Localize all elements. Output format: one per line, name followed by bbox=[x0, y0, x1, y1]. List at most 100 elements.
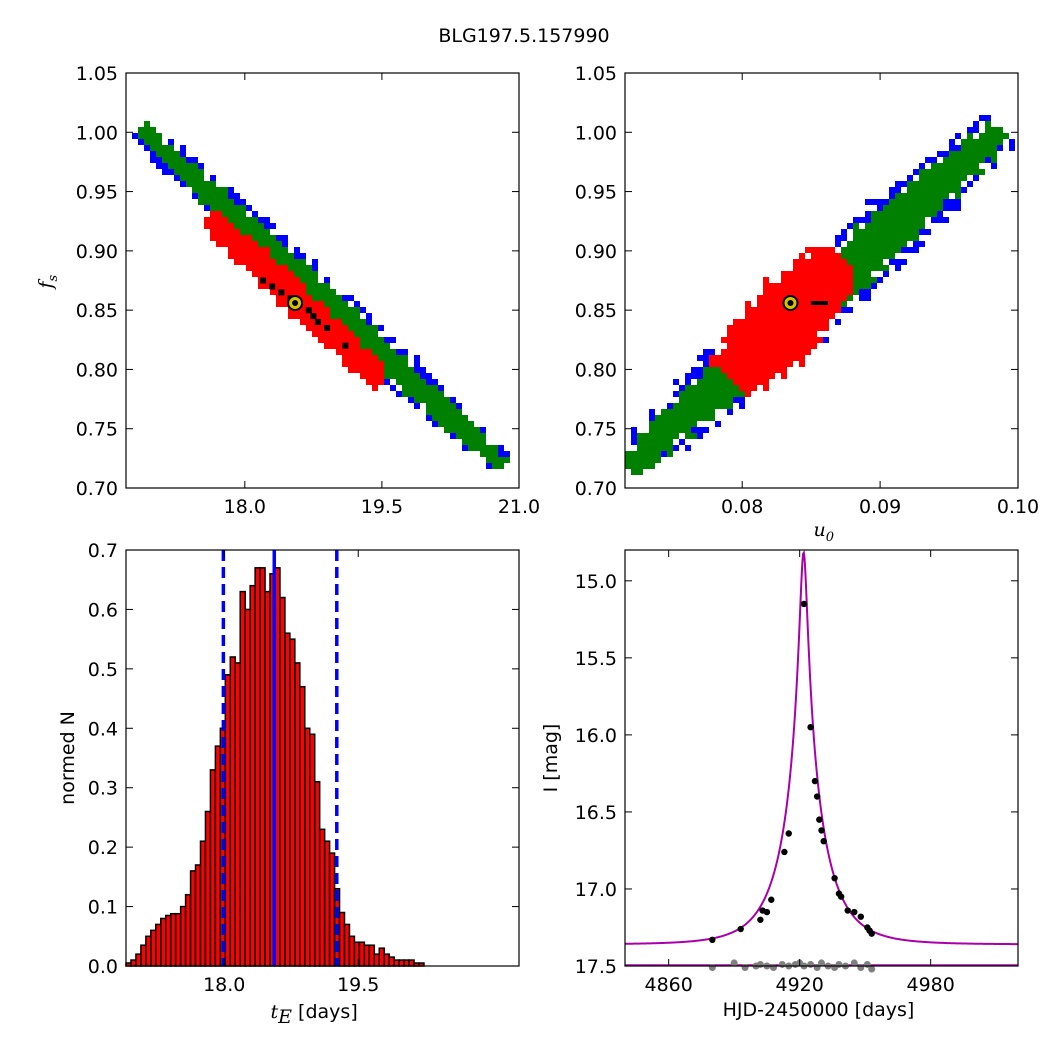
p2-cell bbox=[745, 325, 751, 331]
p2-cell bbox=[661, 451, 667, 457]
p1-cell bbox=[486, 451, 492, 457]
p2-cell bbox=[973, 121, 979, 127]
p2-cell bbox=[883, 211, 889, 217]
p1-cell bbox=[210, 211, 216, 217]
p2-cell bbox=[829, 277, 835, 283]
p1-cell bbox=[216, 223, 222, 229]
p2-cell bbox=[697, 391, 703, 397]
p2-cell bbox=[913, 229, 919, 235]
p1-cell bbox=[378, 349, 384, 355]
p2-cell bbox=[925, 205, 931, 211]
p2-cell bbox=[883, 271, 889, 277]
p1-cell bbox=[330, 319, 336, 325]
p1-cell bbox=[420, 373, 426, 379]
p1-cell bbox=[390, 355, 396, 361]
p4-data-point bbox=[818, 827, 825, 834]
p2-cell bbox=[901, 235, 907, 241]
p1-cell bbox=[198, 199, 204, 205]
p2-cell bbox=[655, 433, 661, 439]
p2-cell bbox=[781, 373, 787, 379]
p1-cell bbox=[180, 145, 186, 151]
p2-cell bbox=[709, 385, 715, 391]
p2-cell bbox=[967, 127, 973, 133]
p2-cell bbox=[757, 337, 763, 343]
p2-cell bbox=[835, 235, 841, 241]
p4-residual-point bbox=[807, 960, 815, 968]
p2-cell bbox=[811, 283, 817, 289]
p2-cell bbox=[787, 277, 793, 283]
p1-cell bbox=[282, 289, 288, 295]
p2-cell bbox=[877, 199, 883, 205]
p1-cell bbox=[408, 397, 414, 403]
p2-cell bbox=[877, 247, 883, 253]
p2-cell bbox=[823, 253, 829, 259]
p1-cell bbox=[258, 223, 264, 229]
p1-cell bbox=[330, 295, 336, 301]
p4-ytick-label: 15.5 bbox=[575, 648, 617, 670]
p2-cell bbox=[811, 307, 817, 313]
p1-cell bbox=[366, 349, 372, 355]
p2-cell bbox=[781, 313, 787, 319]
p2-cell bbox=[901, 181, 907, 187]
p2-cell bbox=[841, 253, 847, 259]
p2-cell bbox=[703, 403, 709, 409]
p1-cell bbox=[276, 283, 282, 289]
p2-cell bbox=[823, 319, 829, 325]
p2-cell bbox=[685, 373, 691, 379]
p2-cell bbox=[931, 217, 937, 223]
p2-cell bbox=[685, 415, 691, 421]
p1-cell bbox=[300, 283, 306, 289]
p1-cell bbox=[162, 163, 168, 169]
p2-cell bbox=[889, 199, 895, 205]
p1-cell bbox=[426, 385, 432, 391]
p2-cell bbox=[937, 199, 943, 205]
p2-cell bbox=[823, 325, 829, 331]
p2-cell bbox=[709, 415, 715, 421]
p1-cell bbox=[156, 157, 162, 163]
p2-cell bbox=[745, 385, 751, 391]
p2-cell bbox=[925, 199, 931, 205]
p2-cell bbox=[751, 319, 757, 325]
p1-cell bbox=[276, 277, 282, 283]
p1-cell bbox=[252, 253, 258, 259]
p1-cell bbox=[492, 451, 498, 457]
p2-cell bbox=[745, 379, 751, 385]
p1-cell bbox=[342, 295, 348, 301]
p2-cell bbox=[733, 349, 739, 355]
p2-cell bbox=[799, 361, 805, 367]
p1-cell bbox=[432, 391, 438, 397]
p1-cell bbox=[204, 217, 210, 223]
p1-cell bbox=[318, 301, 324, 307]
p1-cell bbox=[294, 271, 300, 277]
p2-cell bbox=[793, 271, 799, 277]
p1-cell bbox=[432, 379, 438, 385]
p1-cell bbox=[252, 259, 258, 265]
p2-cell bbox=[697, 385, 703, 391]
p2-cell bbox=[949, 145, 955, 151]
p1-cell bbox=[342, 319, 348, 325]
p2-cell bbox=[901, 247, 907, 253]
p1-cell bbox=[420, 385, 426, 391]
p2-cell bbox=[817, 319, 823, 325]
p1-cell bbox=[360, 373, 366, 379]
p2-cell bbox=[823, 307, 829, 313]
p2-cell bbox=[805, 319, 811, 325]
p1-cell bbox=[246, 205, 252, 211]
p2-cell bbox=[1003, 133, 1009, 139]
p2-cell bbox=[895, 181, 901, 187]
p2-cell bbox=[739, 391, 745, 397]
p2-cell bbox=[907, 217, 913, 223]
p2-cell bbox=[721, 403, 727, 409]
p1-cell bbox=[246, 265, 252, 271]
p2-cell bbox=[739, 361, 745, 367]
p2-cell bbox=[805, 307, 811, 313]
p2-cell bbox=[961, 175, 967, 181]
p1-cell bbox=[336, 325, 342, 331]
p1-cell bbox=[162, 157, 168, 163]
p1-cell bbox=[246, 223, 252, 229]
p2-cell bbox=[697, 373, 703, 379]
p1-cell bbox=[384, 361, 390, 367]
p2-cell bbox=[655, 457, 661, 463]
p1-cell bbox=[384, 355, 390, 361]
p1-cell bbox=[330, 301, 336, 307]
